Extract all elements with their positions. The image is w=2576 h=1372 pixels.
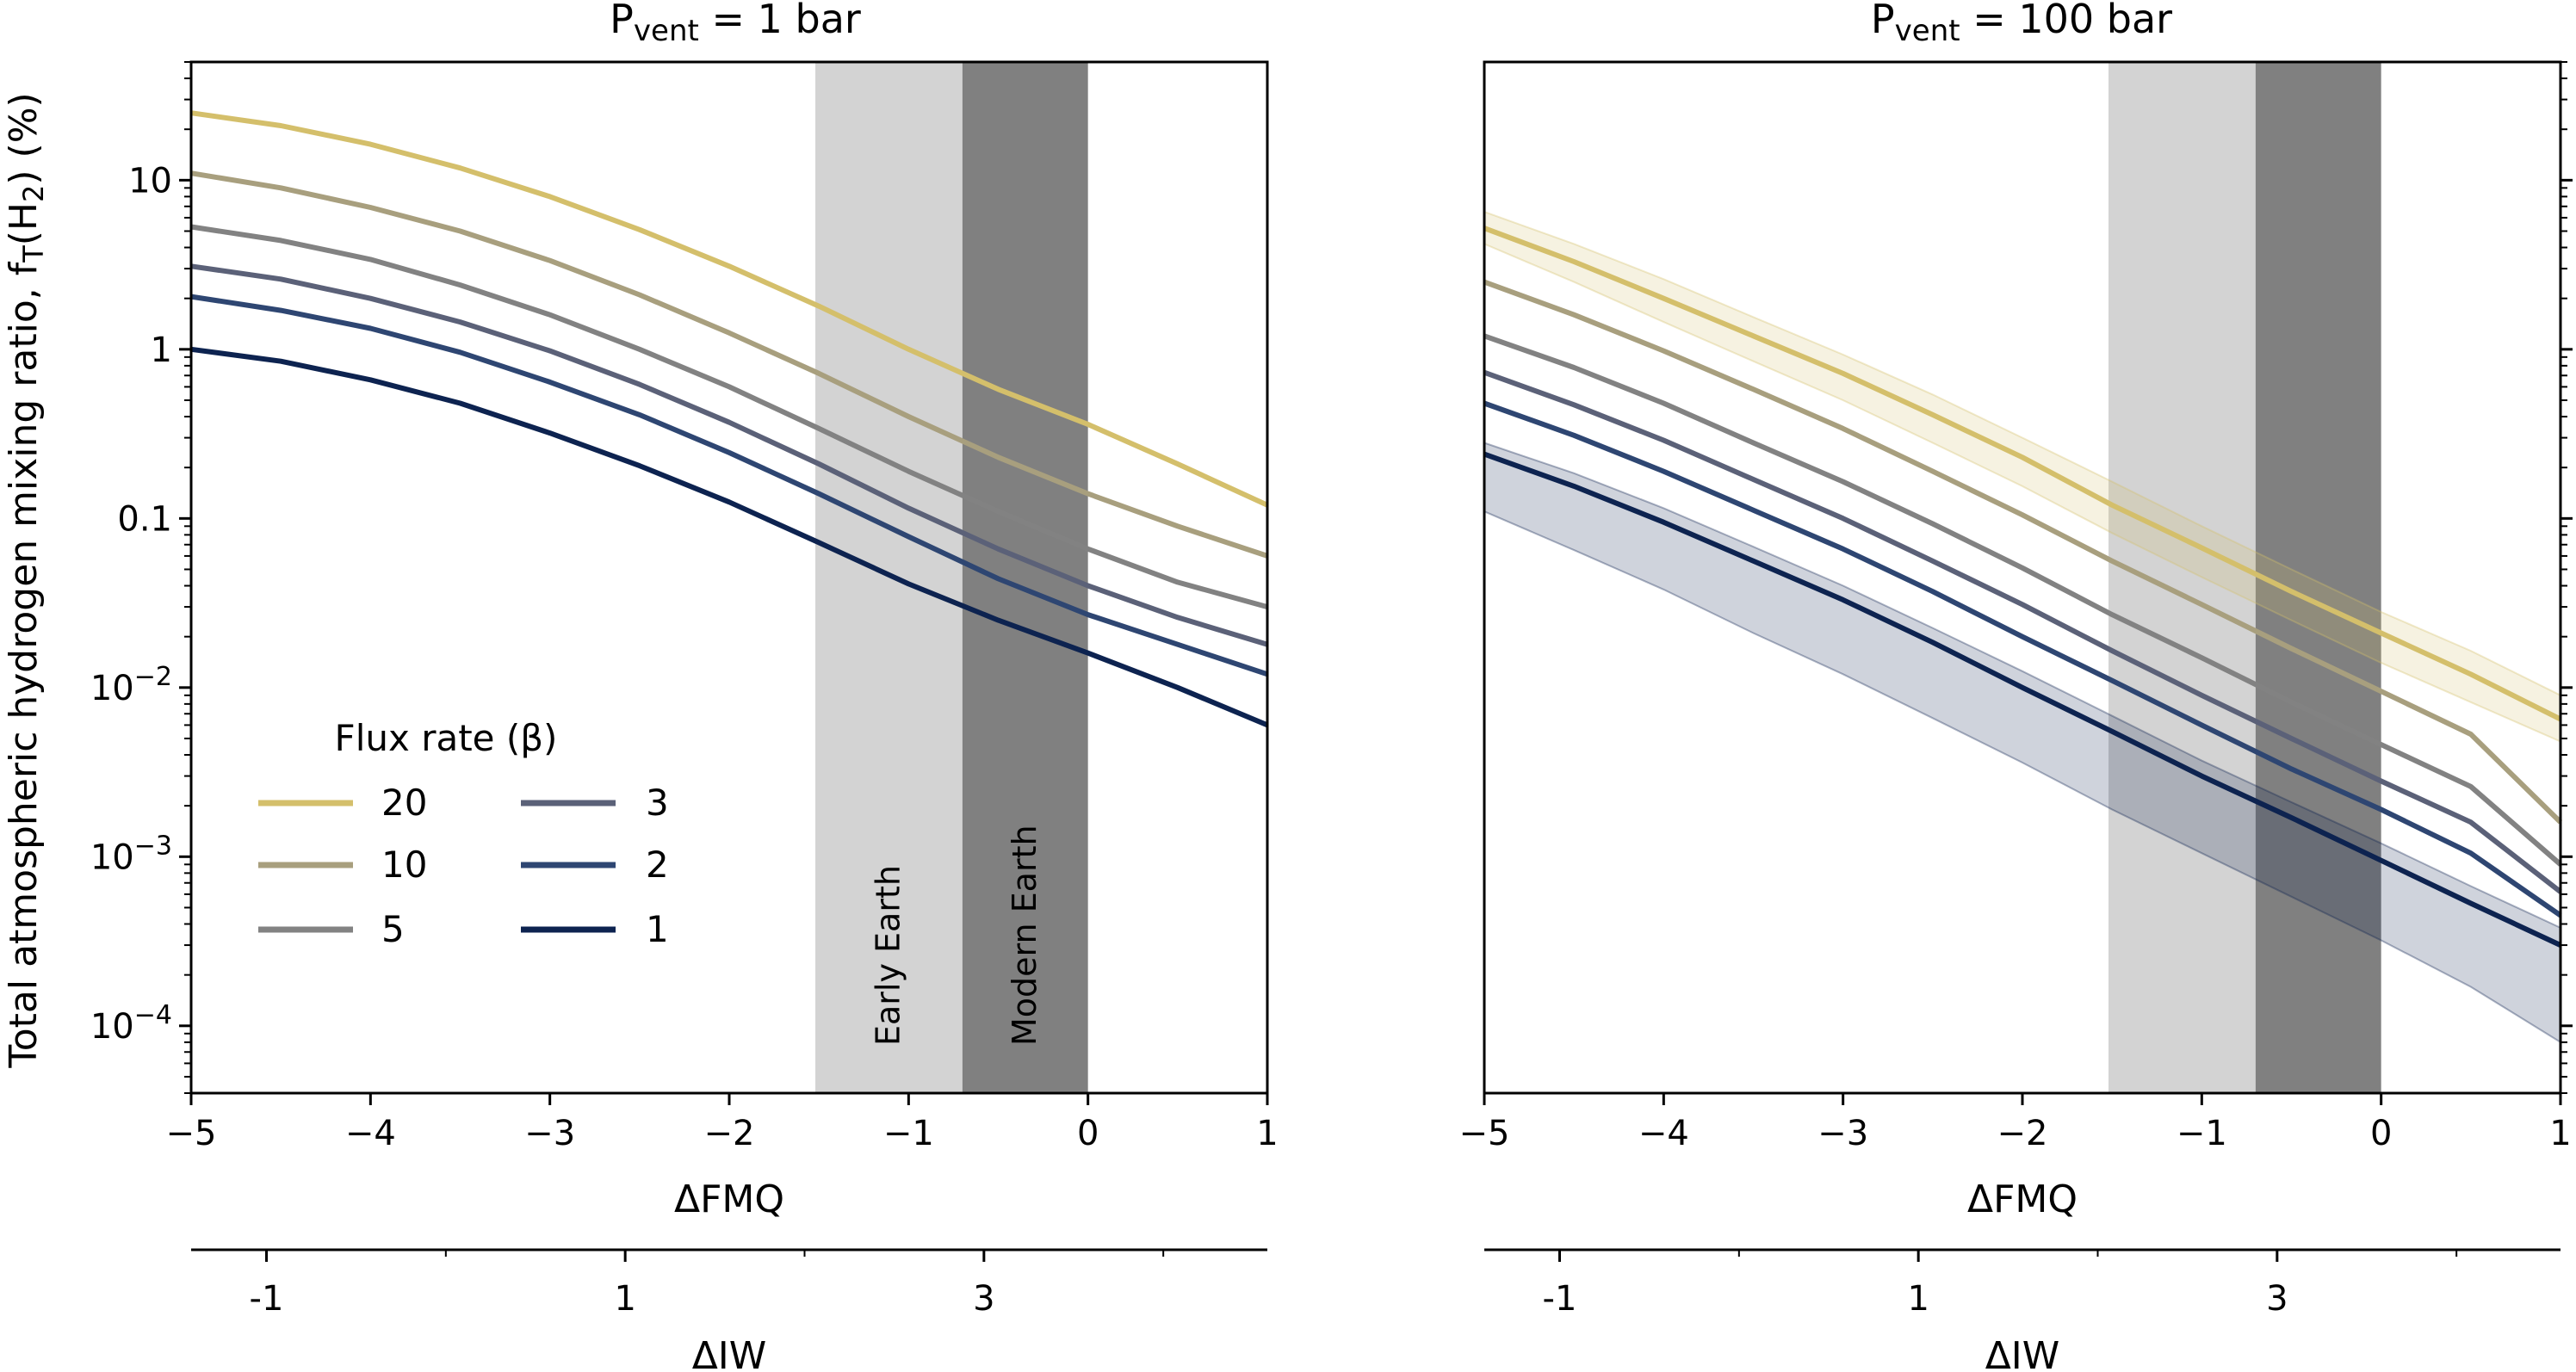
left-series-line-20 <box>190 110 1269 508</box>
legend-title: Flux rate (β) <box>335 717 558 759</box>
left-panel-title: Pvent = 1 bar <box>610 0 861 48</box>
y-tick-exp: −3 <box>134 831 172 861</box>
legend-label-10: 10 <box>381 844 427 886</box>
y-tick-exp: −2 <box>134 661 172 691</box>
y-axis-label-part-b: T <box>17 245 50 263</box>
x-tick-label: 1 <box>2549 1114 2571 1153</box>
secondary-tick-label: -1 <box>250 1279 284 1319</box>
right-early-earth-band <box>2108 62 2256 1093</box>
y-tick-base: 10 <box>90 669 134 708</box>
x-tick-label: −4 <box>1638 1114 1689 1153</box>
x-tick-label: −3 <box>524 1114 575 1153</box>
y-tick-label: 10−3 <box>90 831 172 878</box>
legend-label-5: 5 <box>381 908 405 950</box>
x-tick-label: −5 <box>1459 1114 1510 1153</box>
modern-earth-label: Modern Earth <box>1006 825 1043 1046</box>
legend-entry-5: 5 <box>258 908 405 950</box>
left-secondary-axis-label: ΔIW <box>692 1334 767 1372</box>
right-panel-title: Pvent = 100 bar <box>1871 0 2172 48</box>
y-axis-label-part-c: (H <box>2 202 46 245</box>
x-tick-label: −4 <box>345 1114 396 1153</box>
secondary-tick-label: 1 <box>1907 1279 1929 1319</box>
legend-label-1: 1 <box>646 908 669 950</box>
y-tick-label: 1 <box>151 331 172 370</box>
legend-label-2: 2 <box>646 844 669 886</box>
right-series-line-2 <box>1483 400 2562 918</box>
left-x-ticks: −5 −4 −3 −2 −1 0 1 <box>166 1093 1279 1153</box>
right-series-line-20 <box>1483 226 2562 722</box>
right-title-rest: = 100 bar <box>1960 0 2173 42</box>
right-shaded-regions <box>2108 62 2381 1093</box>
right-secondary-ticks: -1 1 3 <box>1543 1250 2458 1319</box>
y-axis-label-part-e: ) (%) <box>2 92 46 184</box>
right-title-main: P <box>1871 0 1895 42</box>
right-series-line-1 <box>1483 451 2562 948</box>
left-series-line-2 <box>190 294 1268 677</box>
y-tick-base: 1 <box>151 331 172 370</box>
right-panel: Pvent = 100 bar −5 −4 −3 −2 −1 0 1 ΔFMQ -1 1 3 Δ… <box>1459 0 2573 1372</box>
right-series-line-3 <box>1483 369 2562 894</box>
y-tick-base: 10 <box>90 837 134 877</box>
left-series-lines <box>190 110 1269 728</box>
x-tick-label: 1 <box>1256 1114 1278 1153</box>
left-series-line-10 <box>190 170 1268 559</box>
left-x-axis-label: ΔFMQ <box>674 1177 784 1221</box>
secondary-tick-label: 3 <box>2266 1279 2288 1319</box>
legend-entry-10: 10 <box>258 844 427 886</box>
legend: Flux rate (β) 20 10 5 3 2 <box>258 717 669 950</box>
legend-entry-3: 3 <box>521 782 669 824</box>
legend-entry-2: 2 <box>521 844 669 886</box>
x-tick-label: −1 <box>883 1114 934 1153</box>
y-tick-label: 0.1 <box>117 499 172 539</box>
y-axis-label-part-a: Total atmospheric hydrogen mixing ratio,… <box>2 261 46 1068</box>
legend-entry-20: 20 <box>258 782 427 824</box>
right-secondary-axis-label: ΔIW <box>1985 1334 2060 1372</box>
early-earth-label: Early Earth <box>869 865 907 1046</box>
right-x-axis-label: ΔFMQ <box>1967 1177 2078 1221</box>
left-title-sub: vent <box>634 14 699 48</box>
left-title-rest: = 1 bar <box>699 0 861 42</box>
secondary-tick-label: -1 <box>1543 1279 1577 1319</box>
right-x-ticks: −5 −4 −3 −2 −1 0 1 <box>1459 1093 2572 1153</box>
left-title-main: P <box>610 0 634 42</box>
legend-entry-1: 1 <box>521 908 669 950</box>
legend-label-20: 20 <box>381 782 427 824</box>
left-series-line-5 <box>190 224 1268 609</box>
x-tick-label: 0 <box>1077 1114 1099 1153</box>
secondary-tick-label: 3 <box>973 1279 994 1319</box>
x-tick-label: 0 <box>2370 1114 2392 1153</box>
x-tick-label: −1 <box>2177 1114 2227 1153</box>
x-tick-label: −3 <box>1817 1114 1868 1153</box>
secondary-tick-label: 1 <box>614 1279 635 1319</box>
right-series-line-10 <box>1483 279 2563 825</box>
y-axis-label: Total atmospheric hydrogen mixing ratio,… <box>2 92 50 1068</box>
left-panel: Pvent = 1 bar Early Earth Modern Earth 1… <box>90 0 1279 1372</box>
right-series-lines <box>1483 226 2563 948</box>
y-axis-label-part-d: 2 <box>17 185 50 202</box>
left-series-line-1 <box>190 346 1269 728</box>
y-tick-base: 10 <box>128 161 172 201</box>
y-tick-label: 10−2 <box>90 661 172 708</box>
right-modern-earth-band <box>2255 62 2381 1093</box>
left-secondary-ticks: -1 1 3 <box>250 1250 1165 1319</box>
y-tick-label: 10−4 <box>90 999 172 1047</box>
legend-label-3: 3 <box>646 782 669 824</box>
x-tick-label: −2 <box>1997 1114 2048 1153</box>
x-tick-label: −2 <box>704 1114 755 1153</box>
left-series-line-3 <box>190 263 1268 647</box>
y-tick-label: 10 <box>128 161 172 201</box>
right-y-ticks <box>2561 61 2573 1094</box>
y-tick-exp: −4 <box>134 999 172 1029</box>
left-shaded-regions: Early Earth Modern Earth <box>815 62 1088 1093</box>
y-tick-base: 0.1 <box>117 499 172 539</box>
y-tick-base: 10 <box>90 1007 134 1047</box>
x-tick-label: −5 <box>166 1114 217 1153</box>
right-title-sub: vent <box>1895 14 1960 48</box>
right-series-line-5 <box>1483 333 2562 867</box>
